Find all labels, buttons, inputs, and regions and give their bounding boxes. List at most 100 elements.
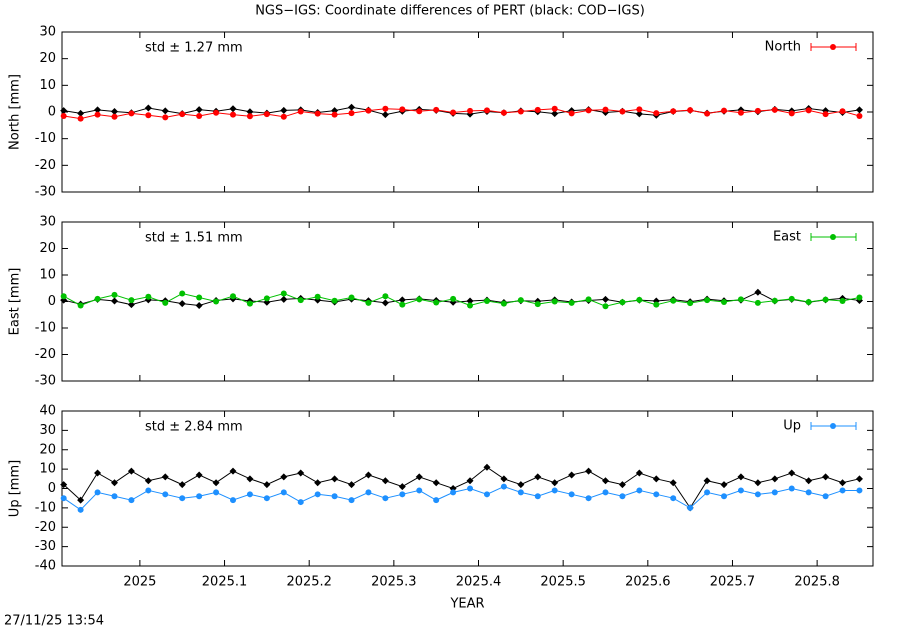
- data-point: [551, 110, 559, 118]
- data-point: [179, 495, 186, 502]
- x-tick-label: 2025.6: [625, 575, 671, 590]
- data-point: [450, 489, 457, 496]
- data-point: [280, 473, 288, 481]
- data-point: [246, 113, 253, 120]
- data-point: [348, 103, 356, 111]
- data-point: [230, 111, 237, 118]
- timestamp: 27/11/25 13:54: [4, 614, 104, 629]
- data-point: [263, 111, 270, 118]
- data-point: [602, 303, 609, 310]
- data-point: [551, 298, 558, 305]
- data-point: [653, 491, 660, 498]
- data-point: [110, 107, 118, 115]
- data-point: [805, 107, 812, 114]
- data-point: [144, 477, 152, 485]
- data-point: [127, 467, 135, 475]
- data-point: [517, 297, 524, 304]
- data-point: [754, 288, 762, 296]
- data-point: [771, 106, 778, 113]
- data-point: [856, 113, 863, 119]
- data-point: [128, 110, 135, 117]
- data-point: [551, 479, 559, 487]
- data-point: [162, 114, 169, 121]
- chart-title: NGS−IGS: Coordinate differences of PERT …: [255, 4, 645, 19]
- data-point: [145, 112, 152, 119]
- data-point: [466, 297, 474, 305]
- data-point: [737, 296, 744, 303]
- data-point: [704, 297, 711, 304]
- data-point: [416, 487, 423, 494]
- y-axis-label: Up [mm]: [8, 460, 23, 517]
- y-tick-label: 10: [39, 78, 56, 93]
- data-point: [230, 293, 237, 300]
- y-tick-label: 20: [39, 241, 56, 256]
- y-tick-label: 40: [39, 404, 56, 419]
- data-point: [534, 301, 541, 308]
- data-point: [687, 300, 694, 307]
- x-axis-label: YEAR: [449, 597, 484, 612]
- legend-label: Up: [783, 419, 801, 434]
- data-point: [450, 295, 457, 302]
- data-point: [433, 497, 440, 504]
- data-point: [534, 106, 541, 113]
- data-point: [77, 506, 84, 513]
- y-tick-label: -20: [35, 158, 56, 173]
- data-point: [365, 107, 372, 114]
- data-point: [601, 477, 609, 485]
- data-point: [568, 491, 575, 498]
- data-point: [398, 483, 406, 491]
- data-point: [788, 469, 796, 477]
- data-point: [618, 481, 626, 489]
- y-tick-label: 30: [39, 423, 56, 438]
- data-point: [856, 487, 863, 494]
- x-tick-label: 2025.7: [710, 575, 756, 590]
- data-point: [382, 495, 389, 502]
- data-point: [111, 493, 118, 500]
- data-point: [381, 477, 389, 485]
- data-point: [500, 109, 507, 116]
- data-point: [348, 294, 355, 301]
- legend-marker: [830, 423, 836, 429]
- annotation: std ± 1.27 mm: [145, 41, 243, 56]
- data-point: [635, 469, 643, 477]
- data-point: [737, 487, 744, 494]
- data-point: [534, 493, 541, 500]
- x-tick-label: 2025.5: [540, 575, 586, 590]
- data-point: [450, 109, 457, 116]
- data-point: [229, 105, 237, 113]
- y-tick-label: -20: [35, 347, 56, 362]
- x-tick-label: 2025.2: [286, 575, 332, 590]
- y-tick-label: 0: [48, 294, 56, 309]
- data-point: [517, 108, 524, 115]
- data-point: [179, 290, 186, 297]
- data-point: [856, 294, 863, 301]
- data-point: [213, 489, 220, 496]
- annotation: std ± 2.84 mm: [145, 420, 243, 435]
- data-point: [822, 296, 829, 303]
- data-point: [195, 301, 203, 309]
- data-point: [483, 297, 490, 304]
- data-point: [348, 481, 356, 489]
- data-point: [636, 106, 643, 113]
- data-point: [110, 297, 118, 305]
- data-point: [145, 487, 152, 494]
- y-tick-label: -30: [35, 185, 56, 200]
- data-point: [416, 296, 423, 303]
- data-point: [246, 491, 253, 498]
- data-point: [704, 489, 711, 496]
- data-point: [551, 105, 558, 112]
- legend-label: North: [765, 40, 801, 55]
- data-point: [670, 297, 677, 304]
- data-point: [60, 481, 68, 489]
- data-point: [500, 300, 507, 307]
- data-point: [77, 109, 85, 117]
- data-point: [585, 296, 592, 303]
- data-point: [348, 110, 355, 117]
- data-point: [60, 113, 67, 119]
- data-point: [602, 106, 609, 113]
- y-axis-label: North [mm]: [8, 74, 23, 150]
- legend-marker: [830, 234, 836, 240]
- data-point: [331, 297, 338, 304]
- annotation: std ± 1.51 mm: [145, 231, 243, 246]
